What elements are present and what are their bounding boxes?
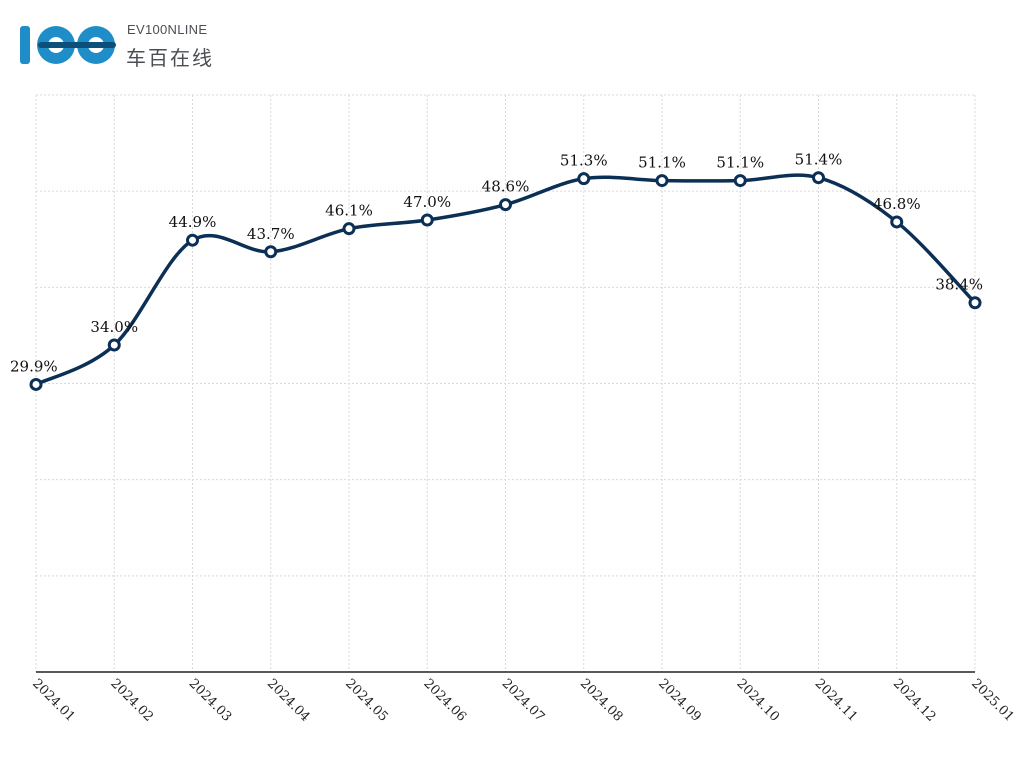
data-label: 29.9% (10, 357, 58, 375)
data-point (733, 174, 747, 188)
x-tick-label: 2024.11 (812, 676, 861, 725)
x-tick-label: 2024.03 (186, 676, 235, 725)
x-tick-label: 2024.07 (499, 676, 548, 725)
data-label: 48.6% (482, 178, 530, 196)
x-tick-label: 2024.10 (733, 676, 782, 725)
data-label: 51.4% (795, 151, 843, 169)
data-label: 51.1% (638, 154, 686, 172)
x-tick-label: 2024.05 (342, 676, 391, 725)
x-tick-label: 2024.09 (655, 676, 704, 725)
logo-text-cn: 车百在线 (126, 46, 214, 70)
data-point (342, 222, 356, 236)
data-label: 44.9% (169, 213, 217, 231)
data-label: 43.7% (247, 225, 295, 243)
x-tick-label: 2024.06 (420, 676, 469, 725)
data-point (655, 174, 669, 188)
data-point (812, 171, 825, 185)
logo-text-en: EV100NLINE (127, 22, 208, 37)
data-label: 46.1% (325, 202, 373, 220)
data-point (499, 198, 512, 212)
data-point (264, 245, 278, 259)
data-label: 51.1% (716, 154, 764, 172)
x-tick-label: 2024.01 (29, 676, 78, 725)
data-point (968, 296, 982, 310)
data-label: 34.0% (90, 318, 138, 336)
data-label: 46.8% (873, 195, 921, 213)
data-point (29, 377, 43, 391)
data-point (420, 213, 434, 227)
data-point (577, 172, 591, 186)
data-label: 47.0% (403, 193, 451, 211)
data-point (107, 338, 121, 352)
data-point (890, 215, 904, 229)
x-tick-label: 2024.12 (890, 676, 939, 725)
logo-icon (20, 26, 116, 64)
logo (18, 20, 228, 70)
x-tick-label: 2024.04 (264, 676, 313, 725)
x-tick-label: 2024.02 (107, 676, 156, 725)
data-label: 51.3% (560, 152, 608, 170)
data-label: 38.4% (935, 276, 983, 294)
data-point (186, 233, 199, 247)
x-tick-label: 2025.01 (968, 676, 1017, 725)
x-tick-label: 2024.08 (577, 676, 626, 725)
